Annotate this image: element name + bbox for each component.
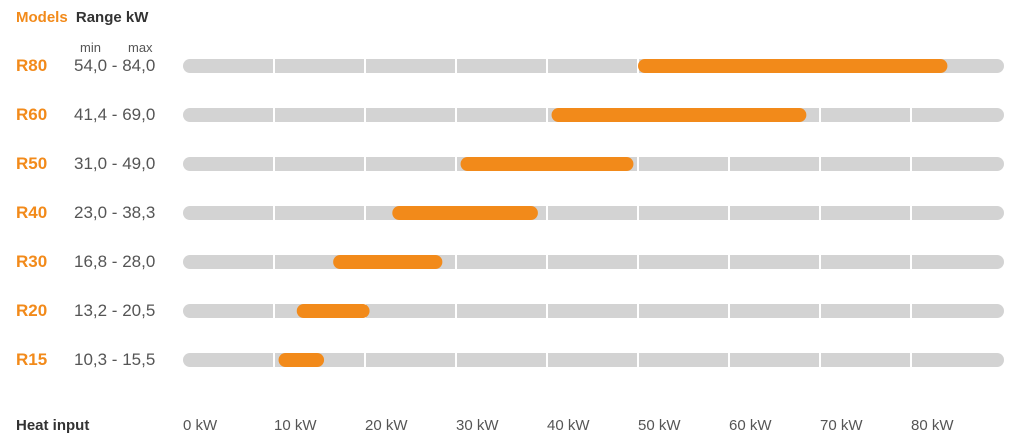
grid-separator [546,255,548,269]
range-bar-r60 [551,108,807,122]
grid-separator [910,353,912,367]
model-label-r20: R20 [16,301,48,320]
grid-separator [455,108,457,122]
grid-separator [455,255,457,269]
x-tick-label: 50 kW [638,417,681,434]
grid-separator [364,108,366,122]
grid-separator [455,157,457,171]
min-column-label: min [80,40,101,55]
models-heading: Models [16,9,68,26]
x-tick-label: 40 kW [547,417,590,434]
model-label-r30: R30 [16,252,48,271]
grid-separator [273,59,275,73]
model-label-r60: R60 [16,105,48,124]
grid-separator [728,353,730,367]
grid-separator [728,206,730,220]
x-tick-label: 30 kW [456,417,499,434]
grid-separator [728,157,730,171]
grid-separator [637,206,639,220]
heat-input-label: Heat input [16,417,90,434]
model-range-text: 23,0 - 38,3 [74,203,156,222]
grid-separator [546,59,548,73]
grid-separator [637,157,639,171]
grid-separator [364,59,366,73]
grid-separator [819,157,821,171]
grid-separator [546,206,548,220]
grid-separator [455,304,457,318]
grid-separator [273,157,275,171]
grid-separator [637,353,639,367]
grid-separator [819,108,821,122]
grid-separator [546,304,548,318]
grid-separator [910,255,912,269]
range-bar-r30 [333,255,443,269]
chart-header: Models Range kW [16,9,148,26]
grid-separator [273,255,275,269]
grid-separator [364,353,366,367]
grid-separator [364,157,366,171]
grid-separator [546,353,548,367]
grid-separator [910,206,912,220]
track-bar [183,353,1004,367]
grid-separator [455,59,457,73]
range-bar-r20 [296,304,370,318]
range-heading: Range kW [75,9,149,26]
grid-separator [273,108,275,122]
x-tick-label: 70 kW [820,417,863,434]
range-bar-r80 [638,59,948,73]
grid-separator [819,206,821,220]
x-tick-label: 60 kW [729,417,772,434]
model-range-text: 13,2 - 20,5 [74,301,156,320]
grid-separator [637,255,639,269]
grid-separator [728,255,730,269]
track-bar [183,206,1004,220]
range-bar-r40 [392,206,538,220]
grid-separator [273,353,275,367]
range-bar-r50 [460,157,634,171]
grid-separator [273,206,275,220]
model-range-text: 41,4 - 69,0 [74,105,156,124]
grid-separator [546,108,548,122]
model-label-r50: R50 [16,154,48,173]
x-tick-label: 0 kW [183,417,218,434]
model-label-r40: R40 [16,203,48,222]
model-range-text: 10,3 - 15,5 [74,350,156,369]
grid-separator [728,304,730,318]
max-column-label: max [128,40,153,55]
x-tick-label: 20 kW [365,417,408,434]
grid-separator [637,304,639,318]
x-tick-label: 10 kW [274,417,317,434]
x-tick-label: 80 kW [911,417,954,434]
grid-separator [819,353,821,367]
grid-separator [819,304,821,318]
model-label-r80: R80 [16,56,48,75]
grid-separator [910,157,912,171]
model-label-r15: R15 [16,350,48,369]
grid-separator [819,255,821,269]
track-bar [183,304,1004,318]
grid-separator [273,304,275,318]
model-range-text: 54,0 - 84,0 [74,56,156,75]
grid-separator [364,206,366,220]
range-bar-r15 [278,353,325,367]
grid-separator [910,108,912,122]
model-range-text: 16,8 - 28,0 [74,252,156,271]
track-bar [183,255,1004,269]
grid-separator [455,353,457,367]
model-range-text: 31,0 - 49,0 [74,154,156,173]
grid-separator [910,304,912,318]
